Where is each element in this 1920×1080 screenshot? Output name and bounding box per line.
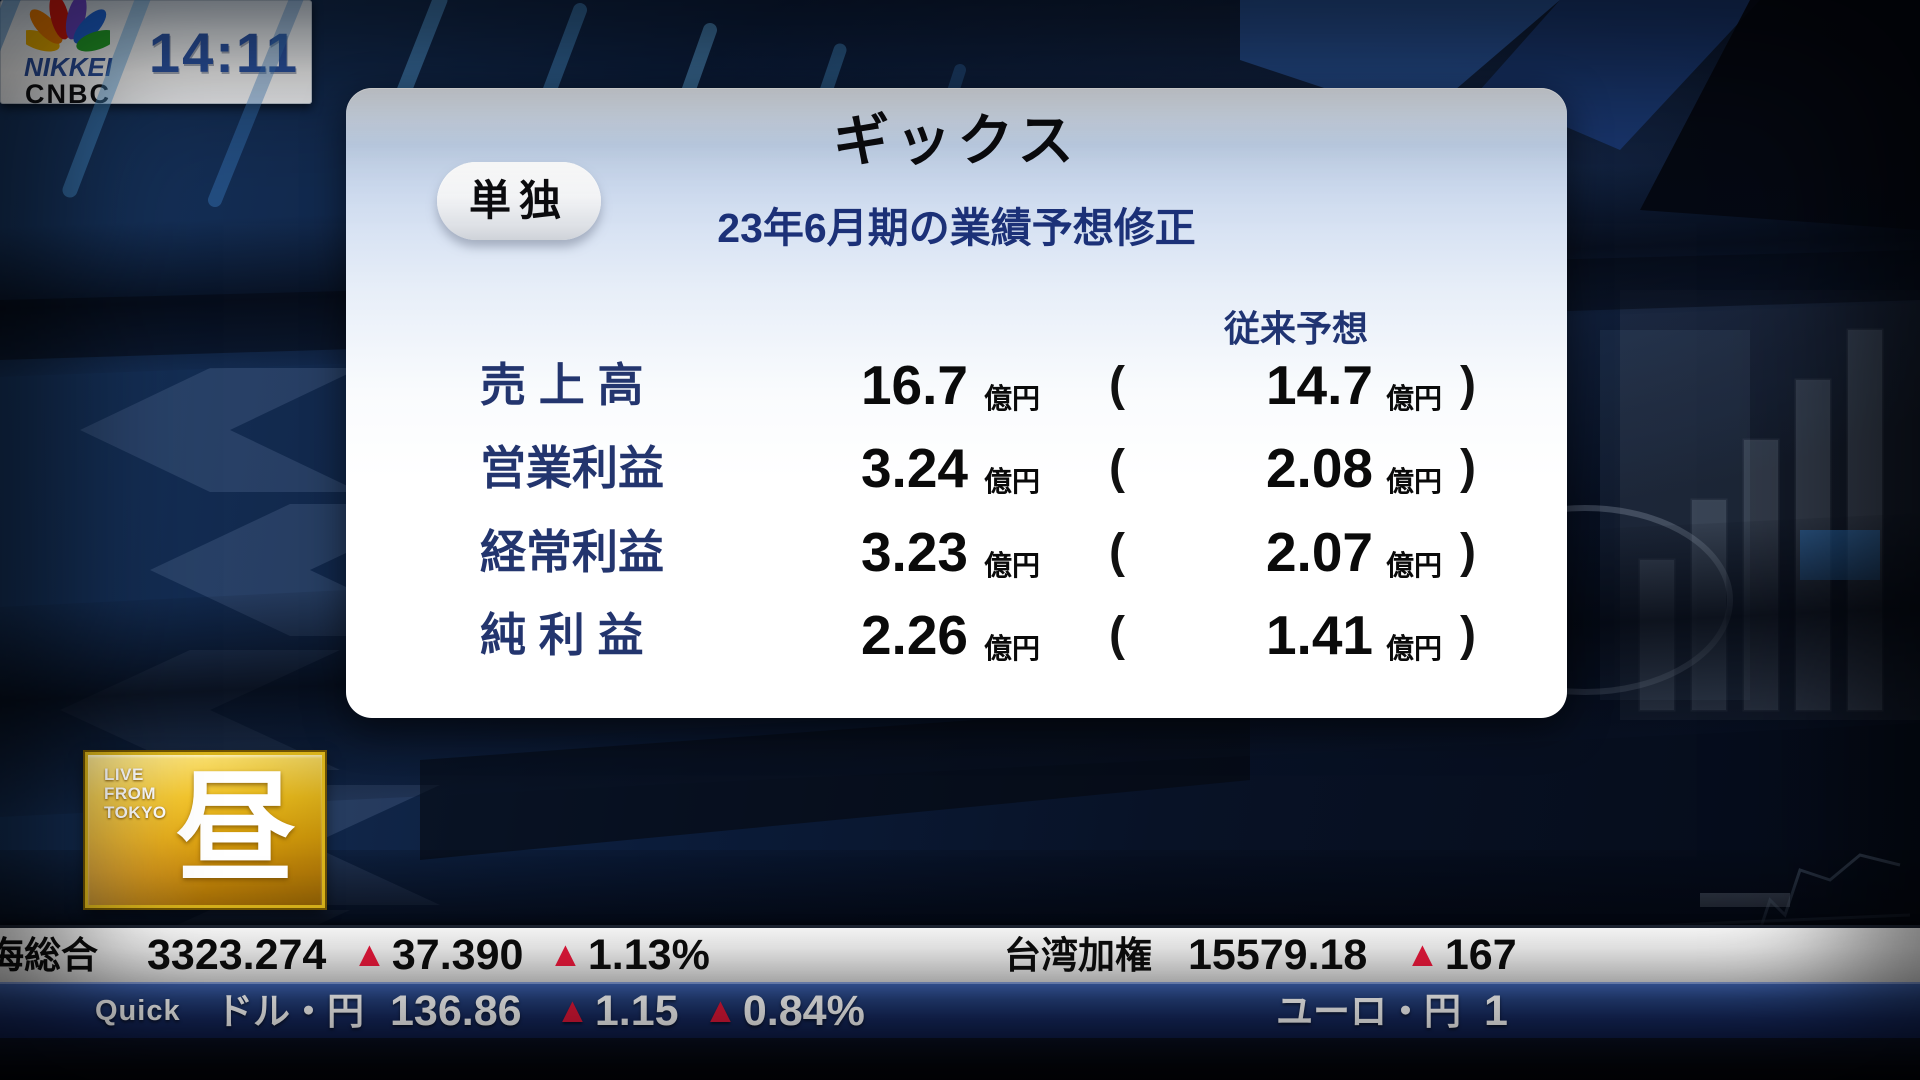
pair-percent: ▲ 0.84% bbox=[703, 987, 865, 1035]
previous-value: 14.7 bbox=[1265, 354, 1373, 416]
unit-label: 億円 bbox=[984, 633, 1041, 664]
index-value: 3323.274 bbox=[147, 931, 327, 979]
pair-name: ドル・円 bbox=[216, 991, 364, 1032]
bottom-strip bbox=[0, 1038, 1920, 1080]
revised-value: 2.26 bbox=[860, 604, 968, 666]
unit-label: 億円 bbox=[1386, 383, 1443, 414]
nikkei-cnbc-logo: NIKKEI CNBC bbox=[0, 0, 136, 108]
open-paren: ( bbox=[1109, 525, 1125, 578]
table-row: 営業利益 3.24 億円 ( 2.08 億円 ) bbox=[346, 436, 1567, 500]
revised-value: 3.24 bbox=[860, 437, 968, 499]
index-name: 上海総合 bbox=[0, 935, 98, 976]
previous-value: 2.07 bbox=[1265, 521, 1373, 583]
nikkei-wordmark: NIKKEI bbox=[23, 51, 113, 82]
earnings-card: ギックス 単独 23年6月期の業績予想修正 従来予想 売 上 高 16.7 億円… bbox=[346, 88, 1567, 718]
quick-logo: Quick bbox=[95, 995, 181, 1027]
row-label: 経常利益 bbox=[480, 526, 664, 578]
station-clock-box: NIKKEI CNBC 14:11 bbox=[0, 0, 312, 108]
standalone-badge: 単独 bbox=[437, 162, 601, 240]
ticker-row-indices: 上海総合 3323.274 ▲37.390 ▲1.13% 台湾加権 15579.… bbox=[0, 925, 1920, 985]
index-name: 台湾加権 bbox=[1004, 935, 1152, 976]
pair-value: 1 bbox=[1484, 987, 1508, 1035]
index-percent: ▲ 1.13% bbox=[548, 931, 710, 979]
up-triangle-icon: ▲ bbox=[352, 935, 387, 974]
live-from-tokyo-label: LIVE FROM TOKYO bbox=[104, 765, 167, 823]
row-label: 営業利益 bbox=[480, 442, 664, 494]
open-paren: ( bbox=[1109, 358, 1125, 411]
card-subtitle: 23年6月期の業績予想修正 bbox=[717, 205, 1196, 251]
unit-label: 億円 bbox=[984, 550, 1041, 581]
up-triangle-icon: ▲ bbox=[548, 935, 583, 974]
table-row: 純 利 益 2.26 億円 ( 1.41 億円 ) bbox=[346, 603, 1567, 667]
live-program-badge: LIVE FROM TOKYO 昼 bbox=[85, 752, 325, 908]
program-title-kanji: 昼 bbox=[176, 762, 296, 896]
close-paren: ) bbox=[1460, 441, 1476, 494]
close-paren: ) bbox=[1460, 358, 1476, 411]
ticker-row-forex: Quick ドル・円 136.86 ▲ 1.15 ▲ 0.84% ユーロ・円 1 bbox=[0, 982, 1920, 1040]
previous-value: 1.41 bbox=[1265, 604, 1373, 666]
pair-value: 136.86 bbox=[390, 987, 522, 1035]
open-paren: ( bbox=[1109, 441, 1125, 494]
revised-value: 16.7 bbox=[860, 354, 968, 416]
unit-label: 億円 bbox=[1386, 550, 1443, 581]
close-paren: ) bbox=[1460, 608, 1476, 661]
cnbc-wordmark: CNBC bbox=[25, 78, 111, 109]
index-change: ▲ 37.390 bbox=[352, 931, 524, 979]
table-row: 経常利益 3.23 億円 ( 2.07 億円 ) bbox=[346, 520, 1567, 584]
index-value: 15579.18 bbox=[1188, 931, 1368, 979]
row-label: 純 利 益 bbox=[480, 609, 644, 661]
previous-value: 2.08 bbox=[1265, 437, 1373, 499]
pair-change: ▲ 1.15 bbox=[555, 987, 679, 1035]
clock-display: 14:11 bbox=[148, 20, 300, 84]
pair-name: ユーロ・円 bbox=[1276, 991, 1461, 1032]
peacock-icon bbox=[26, 0, 110, 52]
unit-label: 億円 bbox=[984, 383, 1041, 414]
unit-label: 億円 bbox=[1386, 466, 1443, 497]
unit-label: 億円 bbox=[1386, 633, 1443, 664]
close-paren: ) bbox=[1460, 525, 1476, 578]
row-label: 売 上 高 bbox=[480, 359, 644, 411]
index-change: ▲ 167 bbox=[1405, 931, 1517, 979]
open-paren: ( bbox=[1109, 608, 1125, 661]
up-triangle-icon: ▲ bbox=[1405, 935, 1440, 974]
unit-label: 億円 bbox=[984, 466, 1041, 497]
table-row: 売 上 高 16.7 億円 ( 14.7 億円 ) bbox=[346, 353, 1567, 417]
company-name: ギックス bbox=[833, 109, 1080, 172]
revised-value: 3.23 bbox=[860, 521, 968, 583]
up-triangle-icon: ▲ bbox=[555, 991, 590, 1030]
previous-forecast-header: 従来予想 bbox=[1223, 308, 1368, 349]
up-triangle-icon: ▲ bbox=[703, 991, 738, 1030]
